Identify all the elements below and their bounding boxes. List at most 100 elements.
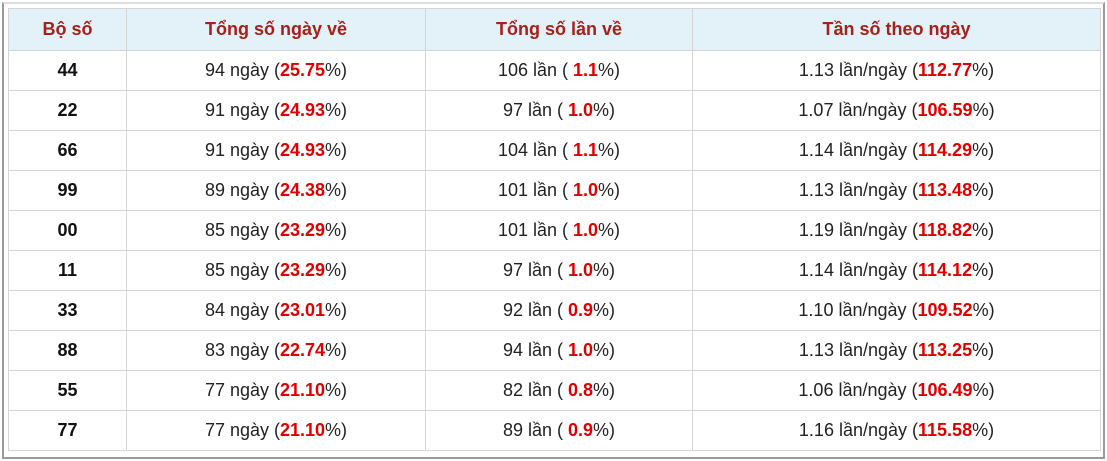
percent: 106.49 <box>917 380 973 400</box>
stat-text: 77 ngày ( <box>204 380 280 400</box>
stat-text: 1.13 lần/ngày ( <box>798 180 919 200</box>
stat-cell: 1.16 lần/ngày (115.58%) <box>692 410 1101 451</box>
stat-text: %) <box>325 260 348 280</box>
stat-cell: 1.19 lần/ngày (118.82%) <box>692 210 1101 251</box>
stat-text: 89 lần ( <box>502 420 568 440</box>
percent: 25.75 <box>280 60 326 80</box>
stat-text: 77 ngày ( <box>204 420 280 440</box>
stat-text: %) <box>593 380 616 400</box>
table-row: 00 85 ngày (23.29%) 101 lần ( 1.0%) 1.19 lầ… <box>8 210 1101 251</box>
frequency-table: Bộ số Tổng số ngày về Tổng số lần về Tần số… <box>8 8 1101 451</box>
stat-cell: 94 ngày (25.75%) <box>126 50 426 91</box>
header-cell: Tổng số lần về <box>425 8 693 51</box>
table-row: 66 91 ngày (24.93%) 104 lần ( 1.1%) 1.14 lầ… <box>8 130 1101 171</box>
stat-text: 97 lần ( <box>502 260 568 280</box>
stat-cell: 89 ngày (24.38%) <box>126 170 426 211</box>
stat-text: 92 lần ( <box>502 300 568 320</box>
stat-text: %) <box>325 220 348 240</box>
stat-text: 1.14 lần/ngày ( <box>798 260 919 280</box>
percent: 0.9 <box>568 300 594 320</box>
header-cell: Bộ số <box>8 8 127 51</box>
stat-cell: 1.14 lần/ngày (114.29%) <box>692 130 1101 171</box>
stat-cell: 1.10 lần/ngày (109.52%) <box>692 290 1101 331</box>
stat-text: %) <box>972 180 995 200</box>
header-cell: Tần số theo ngày <box>692 8 1101 51</box>
stat-text: 1.06 lần/ngày ( <box>798 380 918 400</box>
stat-text: 1.13 lần/ngày ( <box>798 60 919 80</box>
percent: 112.77 <box>918 60 973 80</box>
table-row: 11 85 ngày (23.29%) 97 lần ( 1.0%) 1.14 lần… <box>8 250 1101 291</box>
percent: 1.0 <box>568 340 594 360</box>
key-cell: 77 <box>8 410 127 451</box>
stat-cell: 106 lần ( 1.1%) <box>425 50 693 91</box>
stat-cell: 1.14 lần/ngày (114.12%) <box>692 250 1101 291</box>
stat-text: %) <box>325 60 348 80</box>
stat-text: 85 ngày ( <box>204 260 280 280</box>
stat-text: 1.16 lần/ngày ( <box>798 420 919 440</box>
percent: 22.74 <box>280 340 326 360</box>
stat-text: %) <box>972 340 995 360</box>
stat-text: %) <box>598 220 621 240</box>
percent: 23.29 <box>280 260 326 280</box>
stat-text: 1.10 lần/ngày ( <box>798 300 918 320</box>
stat-text: %) <box>593 420 616 440</box>
stat-text: %) <box>325 100 348 120</box>
percent: 1.0 <box>573 220 599 240</box>
stat-text: 83 ngày ( <box>204 340 280 360</box>
stat-text: %) <box>593 300 616 320</box>
stat-text: %) <box>598 60 621 80</box>
key-cell: 00 <box>8 210 127 251</box>
stat-text: 97 lần ( <box>502 100 568 120</box>
stat-text: %) <box>325 420 348 440</box>
stat-cell: 1.13 lần/ngày (113.48%) <box>692 170 1101 211</box>
percent: 115.58 <box>918 420 973 440</box>
stat-text: %) <box>593 340 616 360</box>
stat-cell: 91 ngày (24.93%) <box>126 130 426 171</box>
stat-cell: 101 lần ( 1.0%) <box>425 210 693 251</box>
stat-text: 89 ngày ( <box>204 180 280 200</box>
stat-cell: 94 lần ( 1.0%) <box>425 330 693 371</box>
percent: 23.29 <box>280 220 326 240</box>
stat-text: 101 lần ( <box>497 180 574 200</box>
stat-text: 1.19 lần/ngày ( <box>798 220 919 240</box>
stat-text: 84 ngày ( <box>204 300 280 320</box>
stat-cell: 1.13 lần/ngày (112.77%) <box>692 50 1101 91</box>
stat-text: %) <box>972 60 995 80</box>
stat-text: 85 ngày ( <box>204 220 280 240</box>
stat-text: 104 lần ( <box>497 140 574 160</box>
stat-text: %) <box>325 180 348 200</box>
percent: 113.48 <box>918 180 973 200</box>
stat-cell: 101 lần ( 1.0%) <box>425 170 693 211</box>
stat-text: %) <box>593 100 616 120</box>
percent: 113.25 <box>918 340 973 360</box>
percent: 109.52 <box>917 300 973 320</box>
stat-text: %) <box>598 180 621 200</box>
stat-cell: 85 ngày (23.29%) <box>126 210 426 251</box>
percent: 1.1 <box>573 140 599 160</box>
percent: 24.38 <box>280 180 326 200</box>
stat-cell: 89 lần ( 0.9%) <box>425 410 693 451</box>
stat-text: %) <box>325 380 348 400</box>
stat-text: %) <box>325 300 348 320</box>
table-row: 99 89 ngày (24.38%) 101 lần ( 1.0%) 1.13 lầ… <box>8 170 1101 211</box>
percent: 21.10 <box>280 380 326 400</box>
stat-cell: 1.06 lần/ngày (106.49%) <box>692 370 1101 411</box>
stat-cell: 85 ngày (23.29%) <box>126 250 426 291</box>
table-row: 44 94 ngày (25.75%) 106 lần ( 1.1%) 1.13 lầ… <box>8 50 1101 91</box>
stat-cell: 92 lần ( 0.9%) <box>425 290 693 331</box>
stat-text: %) <box>325 140 348 160</box>
percent: 23.01 <box>280 300 326 320</box>
percent: 1.0 <box>568 260 594 280</box>
percent: 0.9 <box>568 420 594 440</box>
stat-cell: 77 ngày (21.10%) <box>126 370 426 411</box>
stat-text: %) <box>325 340 348 360</box>
stat-text: %) <box>972 140 995 160</box>
percent: 21.10 <box>280 420 326 440</box>
stat-cell: 97 lần ( 1.0%) <box>425 90 693 131</box>
header-row: Bộ số Tổng số ngày về Tổng số lần về Tần số… <box>8 8 1101 51</box>
table-body: 44 94 ngày (25.75%) 106 lần ( 1.1%) 1.13 lầ… <box>8 50 1101 451</box>
table-row: 77 77 ngày (21.10%) 89 lần ( 0.9%) 1.16 lần… <box>8 410 1101 451</box>
stat-cell: 82 lần ( 0.8%) <box>425 370 693 411</box>
stat-text: 94 ngày ( <box>204 60 280 80</box>
